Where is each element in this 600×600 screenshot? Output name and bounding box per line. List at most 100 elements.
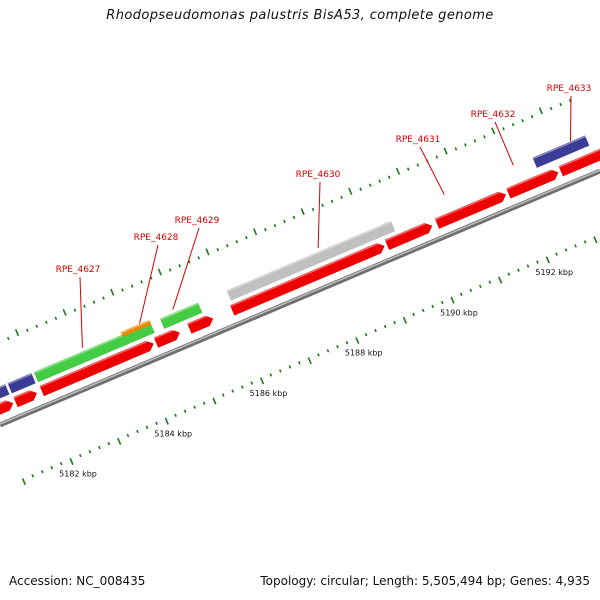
tick-mark [264,227,267,232]
tick-mark [355,336,360,345]
tick-mark [102,296,105,300]
cds-arrow [187,315,214,334]
gene-bar-gray [226,220,396,301]
gene-label: RPE_4633 [547,84,592,94]
tick-mark [431,304,435,309]
tick-mark [311,207,315,212]
cds-arrow-shape [384,223,433,250]
tick-mark [130,284,134,288]
tick-mark [216,248,220,252]
tick-mark [517,268,520,272]
gene-bar-orange-shape [120,319,152,337]
tick-mark [488,280,492,284]
tick-mark [88,449,92,454]
tick-mark [212,397,217,405]
tick-mark [549,106,553,111]
tick-mark [136,429,139,434]
gene-label: RPE_4629 [175,216,220,226]
gene-bar-blue-shape [7,373,36,394]
gene-bar-green-shape [159,302,203,329]
tick-mark [326,349,330,353]
gene-bar-orange [120,319,152,337]
tick-mark [283,219,286,224]
tick-label: 5188 kbp [345,349,383,358]
cds-arrow [434,191,507,229]
tick-mark [45,320,48,324]
tick-mark [593,236,598,244]
tick-mark [378,179,382,183]
gene-bar-orange-gloss [120,320,150,334]
tick-mark [155,421,158,426]
tick-mark [31,474,35,478]
cds-arrow-gloss [39,340,149,388]
tick-mark [59,461,63,466]
gene-label: RPE_4630 [296,170,341,180]
tick-mark [530,114,534,119]
cds-arrow-shape [434,191,507,229]
cds-arrow [39,340,154,397]
tick-mark [250,381,254,385]
gene-bar-green [159,302,203,329]
tick-mark [205,248,210,256]
tick-mark [387,175,391,179]
tick-mark [574,244,577,248]
cds-arrow-gloss [187,315,208,325]
tick-label: 5190 kbp [440,308,478,317]
tick-mark [317,353,320,357]
tick-mark [393,320,396,325]
tick-mark [559,102,562,107]
label-leader-line [139,244,159,324]
gene-bar-blue [532,135,590,168]
tick-mark [35,324,39,329]
tick-mark [359,187,362,191]
tick-mark [464,143,467,147]
label-layer: 5182 kbp 5184 kbp 5186 kbp 5188 kbp 5190 kbp… [56,84,592,479]
tick-mark [231,389,235,393]
tick-mark [164,417,169,425]
tick-mark [511,123,515,127]
tick-marks-inner [21,236,598,486]
cds-arrow [13,389,38,408]
tick-mark [157,268,162,276]
tick-mark [300,208,305,216]
map-title: Rhodopseudomonas palustris BisA53, compl… [106,8,494,23]
tick-mark [473,139,477,143]
tick-mark [6,336,10,341]
tick-mark [564,248,568,252]
tick-mark [14,329,20,337]
tick-mark [536,260,539,264]
cds-arrow [153,329,180,348]
tick-mark [54,316,58,320]
tick-mark [121,288,124,292]
tick-mark [50,466,54,470]
tick-mark [435,155,439,159]
label-leader-line [172,227,200,310]
tick-mark [307,357,312,365]
tick-mark [321,203,324,208]
gene-bar-green-shape [33,322,155,383]
tick-mark [469,288,473,292]
tick-mark [454,147,458,151]
cds-arrow-shape [230,243,385,316]
tick-mark [73,308,77,312]
tick-mark [292,215,296,220]
tick-mark [245,235,248,240]
tick-mark [406,167,410,171]
tick-mark [40,470,44,474]
tick-mark [62,308,67,316]
tick-mark [507,272,511,276]
tick-mark [25,328,29,333]
tick-mark [253,228,258,236]
tick-mark [395,167,401,175]
backbone-line [0,168,600,428]
tick-mark [340,195,343,200]
tick-label: 5186 kbp [250,389,288,398]
cds-arrow-gloss [385,222,428,242]
tick-mark [491,127,496,135]
backbone-highlight [0,169,600,425]
label-leader-line [79,276,83,348]
genome-backbone [0,168,600,428]
tick-mark [545,256,550,264]
cds-arrow [384,222,433,250]
